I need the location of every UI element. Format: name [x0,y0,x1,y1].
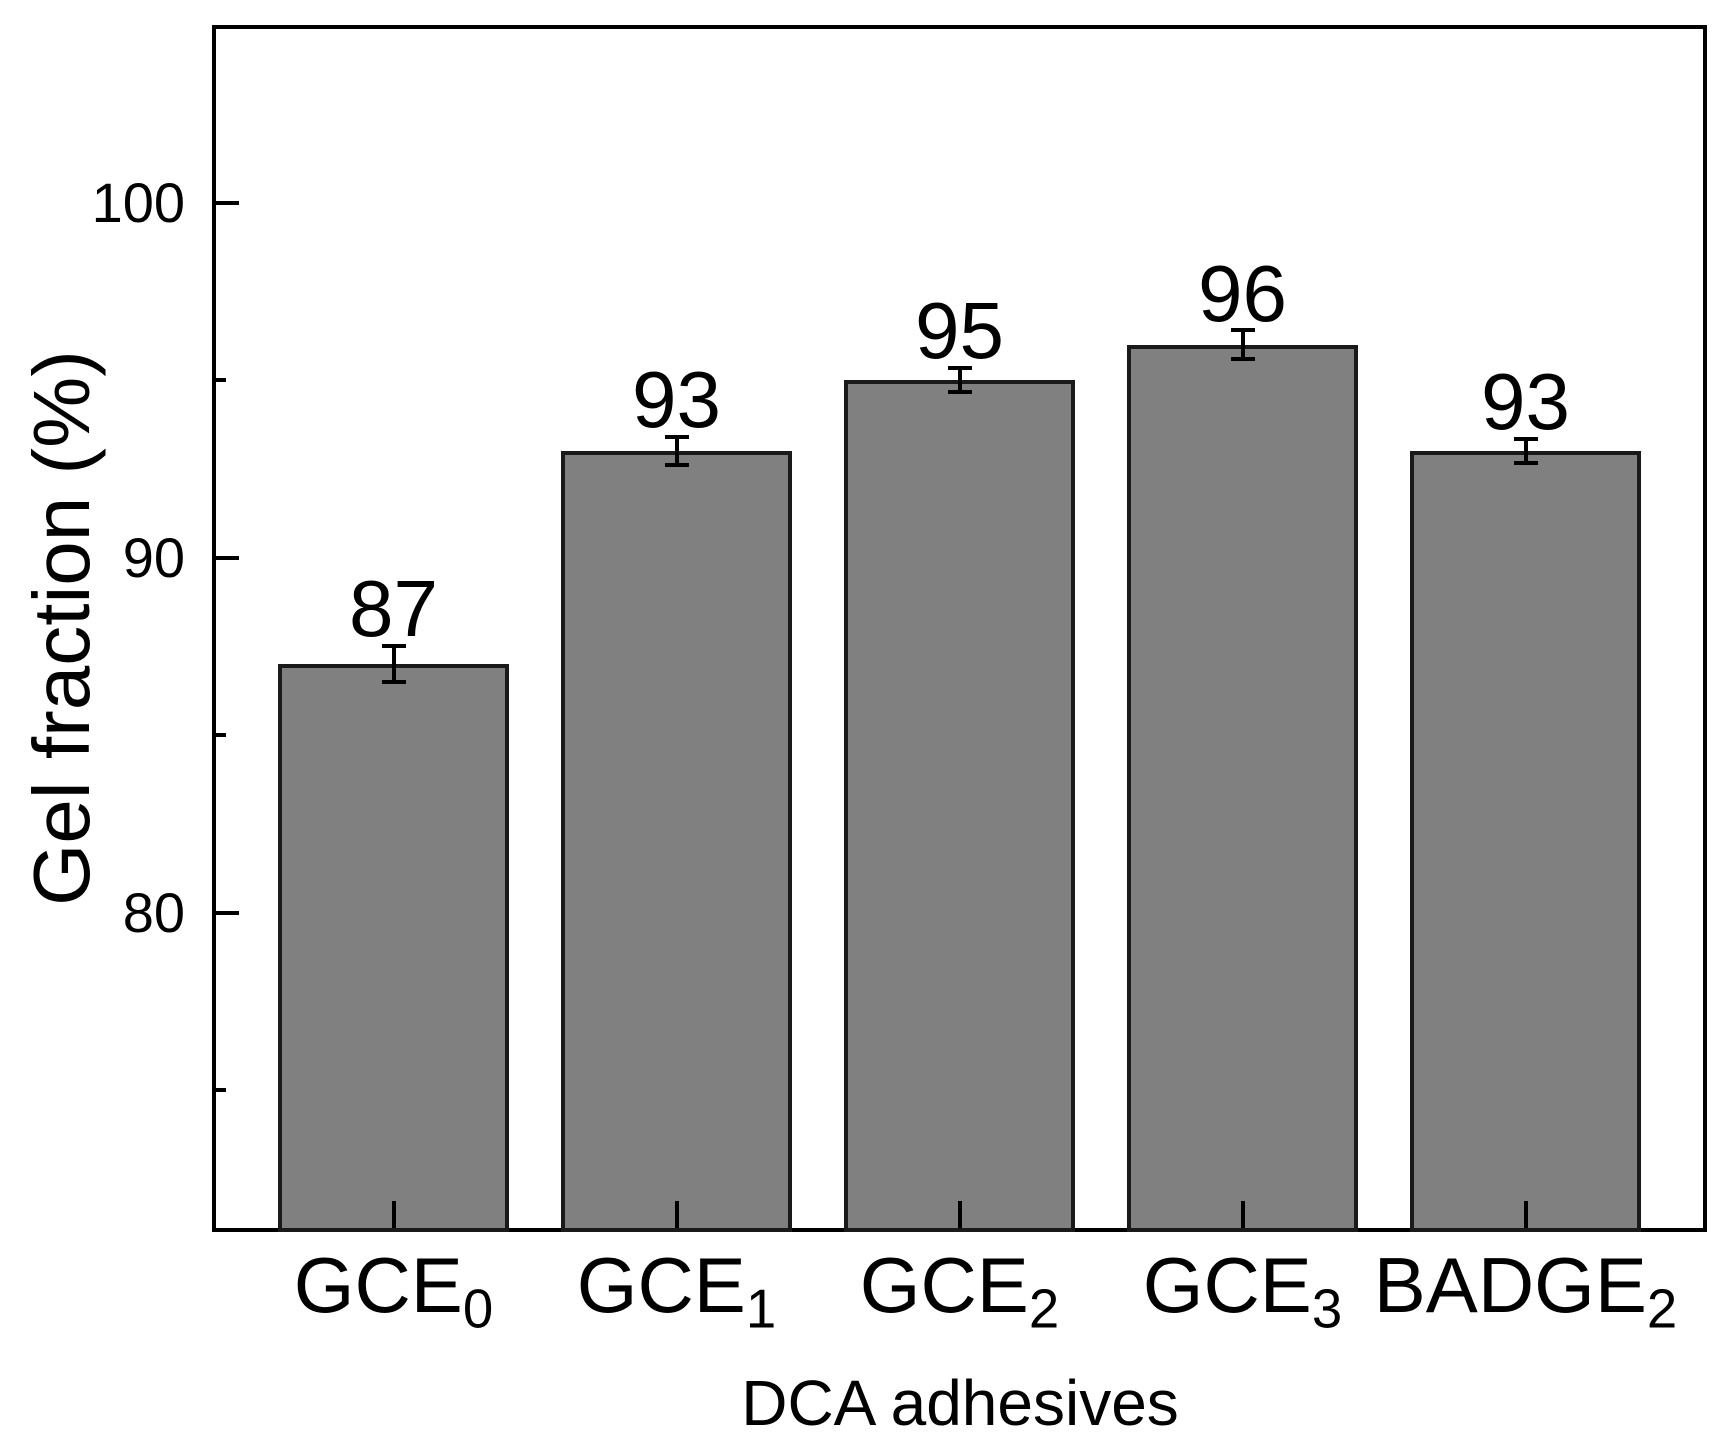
y-tick-label: 100 [91,170,185,234]
error-bar-bottom-cap [1513,461,1538,466]
bar-value-label: 95 [915,285,1004,375]
bar [561,451,792,1232]
y-minor-tick [212,1088,226,1092]
error-bar-line [674,436,679,466]
x-tick-label: GCE1 [576,1241,776,1336]
error-bar-top-cap [1513,436,1538,441]
x-tick-label: GCE0 [293,1241,493,1336]
x-tick-label-base: GCE [859,1241,1029,1329]
y-major-tick [212,555,239,560]
bar-value-label: 93 [1481,356,1570,446]
x-tick-label-subscript: 2 [1646,1278,1678,1340]
x-major-tick [391,1201,396,1228]
y-axis-title: Gel fraction (%) [17,350,106,906]
x-tick-label-subscript: 1 [745,1278,777,1340]
error-bar-bottom-cap [381,679,406,684]
error-bar-line [1523,438,1528,464]
x-tick-label-subscript: 3 [1311,1278,1343,1340]
bar [1127,344,1358,1232]
bar [278,664,509,1232]
x-major-tick [1240,1201,1245,1228]
x-tick-label-subscript: 2 [1028,1278,1060,1340]
x-tick-label-base: GCE [576,1241,746,1329]
x-tick-label: GCE3 [1142,1241,1342,1336]
y-tick-label: 90 [122,525,185,589]
x-major-tick [957,1201,962,1228]
bar-value-label: 96 [1198,248,1287,338]
x-tick-label: GCE2 [859,1241,1059,1336]
x-axis-title: DCA adhesives [741,1367,1179,1439]
bar [1410,451,1641,1232]
error-bar-bottom-cap [947,390,972,395]
x-tick-label-base: GCE [293,1241,463,1329]
x-major-tick [674,1201,679,1228]
x-major-tick [1523,1201,1528,1228]
y-major-tick [212,200,239,205]
error-bar-bottom-cap [664,463,689,468]
x-tick-label-base: GCE [1142,1241,1312,1329]
error-bar-bottom-cap [1230,356,1255,361]
bar-value-label: 93 [632,355,721,444]
x-tick-label-subscript: 0 [462,1278,494,1340]
error-bar-line [1240,330,1245,359]
error-bar-line [391,646,396,682]
error-bar-top-cap [381,644,406,649]
error-bar-top-cap [947,365,972,370]
bar-value-label: 87 [349,564,438,654]
y-major-tick [212,910,239,915]
y-minor-tick [212,733,226,737]
x-tick-label-base: BADGE [1373,1241,1647,1329]
error-bar-top-cap [1230,328,1255,333]
bar [844,380,1075,1232]
error-bar-top-cap [664,434,689,439]
x-tick-label: BADGE2 [1373,1241,1677,1336]
y-minor-tick [212,378,226,382]
y-tick-label: 80 [122,880,185,944]
error-bar-line [957,367,962,393]
